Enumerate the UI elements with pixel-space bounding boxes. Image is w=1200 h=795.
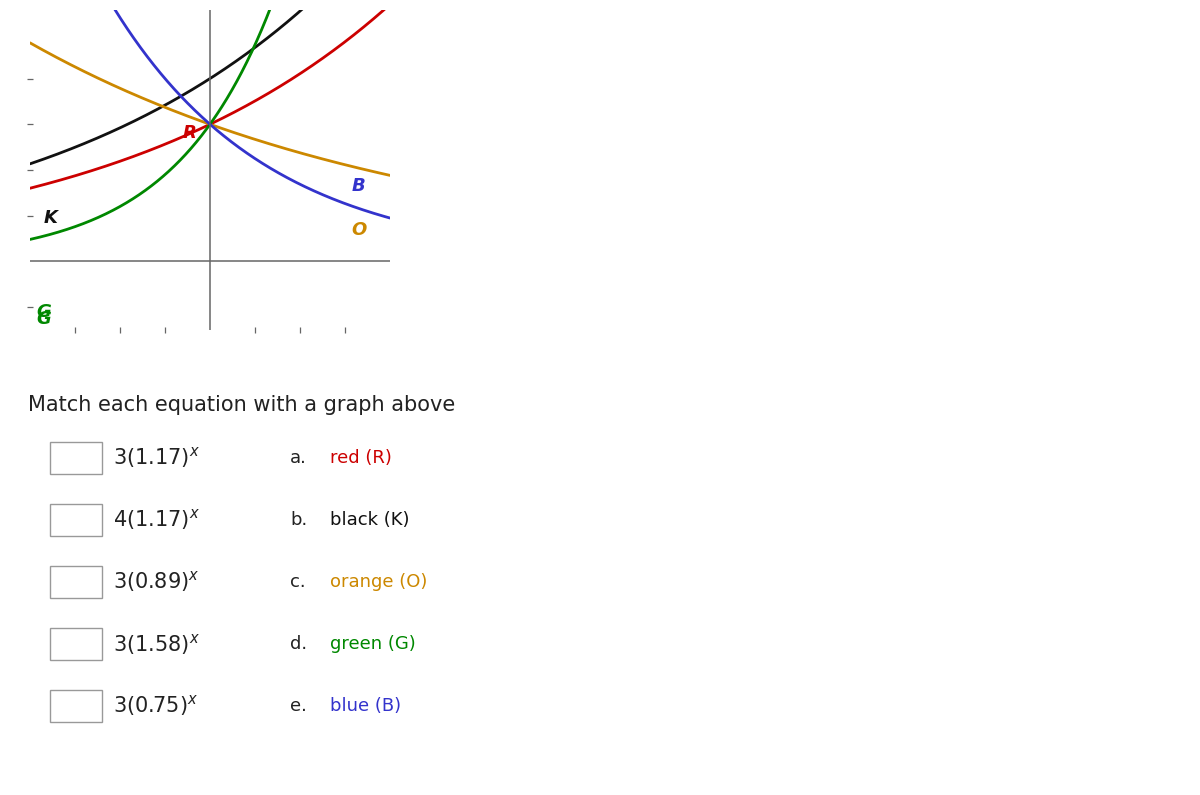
Text: O: O (350, 221, 366, 239)
Text: $3(0.75)^{x}$: $3(0.75)^{x}$ (113, 693, 198, 719)
Text: a.: a. (290, 449, 307, 467)
Text: G: G (36, 310, 50, 328)
Text: K: K (43, 209, 58, 227)
Text: green (G): green (G) (330, 635, 415, 653)
Text: c.: c. (290, 573, 306, 591)
Text: Match each equation with a graph above: Match each equation with a graph above (28, 395, 455, 415)
Text: blue (B): blue (B) (330, 697, 401, 715)
Text: $3(0.89)^{x}$: $3(0.89)^{x}$ (113, 569, 199, 595)
Text: R: R (182, 125, 197, 142)
Text: red (R): red (R) (330, 449, 392, 467)
Text: $3(1.58)^{x}$: $3(1.58)^{x}$ (113, 631, 200, 657)
Text: b.: b. (290, 511, 307, 529)
Text: - ⌄: - ⌄ (56, 576, 74, 588)
Text: - ⌄: - ⌄ (56, 452, 74, 464)
Text: $3(1.17)^{x}$: $3(1.17)^{x}$ (113, 445, 200, 471)
Text: d.: d. (290, 635, 307, 653)
Text: e.: e. (290, 697, 307, 715)
Text: B: B (352, 177, 365, 195)
Text: - ⌄: - ⌄ (56, 514, 74, 526)
Text: - ⌄: - ⌄ (56, 700, 74, 712)
Text: - ⌄: - ⌄ (56, 638, 74, 650)
Text: orange (O): orange (O) (330, 573, 427, 591)
Text: $4(1.17)^{x}$: $4(1.17)^{x}$ (113, 507, 200, 533)
Text: G: G (36, 303, 50, 320)
Text: black (K): black (K) (330, 511, 409, 529)
